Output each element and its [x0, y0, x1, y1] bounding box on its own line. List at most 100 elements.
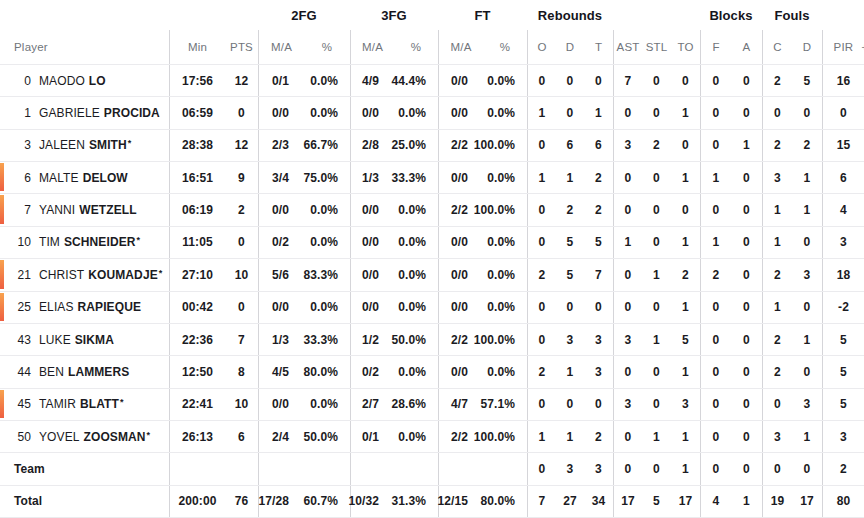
- player-name-link[interactable]: TAMIRBLATT*: [39, 397, 124, 411]
- reb-off-cell: 0: [527, 227, 556, 258]
- blocks-against-cell: 0: [731, 65, 762, 96]
- player-name-link[interactable]: MALTEDELOW: [39, 171, 128, 185]
- player-name-link[interactable]: MAODOLO: [39, 74, 106, 88]
- player-name-link[interactable]: YOVELZOOSMAN*: [39, 430, 150, 444]
- fg3-ma-cell: 0/2: [350, 356, 394, 387]
- fg2-ma-cell: 0/0: [258, 194, 304, 225]
- ft-pct-cell: 0.0%: [483, 97, 527, 128]
- fg3-ma-cell: 0/1: [350, 421, 394, 452]
- boxscore-table: 2FG 3FG FT Rebounds Blocks Fouls Player …: [0, 0, 864, 518]
- fouls-drawn-cell: 0: [792, 97, 822, 128]
- player-row: 10TIMSCHNEIDER*11:0500/20.0%0/00.0%0/00.…: [0, 227, 864, 259]
- blocks-favour-cell: 1: [700, 227, 731, 258]
- assists-cell: 1: [613, 227, 642, 258]
- pir-cell: 5: [822, 324, 864, 355]
- ft-pct-cell: 57.1%: [483, 389, 527, 420]
- fg2-pct-cell: [304, 453, 350, 484]
- fg2-ma-cell: 0/0: [258, 292, 304, 323]
- blocks-favour-cell: 0: [700, 65, 731, 96]
- min-cell: 00:42: [169, 292, 225, 323]
- starter-asterisk: *: [159, 268, 163, 278]
- reb-def-cell: 1: [556, 162, 584, 193]
- player-row: 1GABRIELEPROCIDA06:5900/00.0%0/00.0%0/00…: [0, 97, 864, 129]
- turnovers-cell: 1: [671, 356, 700, 387]
- turnovers-cell: 17: [671, 486, 700, 517]
- fg3-pct-cell: 50.0%: [394, 324, 438, 355]
- player-name-link[interactable]: ELIASRAPIEQUE: [39, 300, 141, 314]
- player-name-link[interactable]: TIMSCHNEIDER*: [39, 235, 140, 249]
- blocks-against-cell: 0: [731, 97, 762, 128]
- pir-cell: 80: [822, 486, 864, 517]
- fouls-committed-cell: 1: [762, 292, 792, 323]
- player-name-link[interactable]: YANNIWETZELL: [39, 203, 137, 217]
- fouls-committed-cell: 2: [762, 324, 792, 355]
- fg2-ma-cell: 2/3: [258, 130, 304, 161]
- player-first-name: LUKE: [39, 333, 71, 347]
- fg2-pct-cell: 66.7%: [304, 130, 350, 161]
- pts-cell: 12: [225, 130, 258, 161]
- assists-cell: 0: [613, 259, 642, 290]
- jersey-number: 10: [14, 235, 31, 249]
- fg2-ma-cell: [258, 453, 304, 484]
- player-row: 43LUKESIKMA22:3671/333.3%1/250.0%2/2100.…: [0, 324, 864, 356]
- player-cell: 43LUKESIKMA: [0, 324, 169, 355]
- pts-cell: 0: [225, 97, 258, 128]
- min-cell: 17:56: [169, 65, 225, 96]
- reb-total-cell: 0: [584, 65, 613, 96]
- jersey-number: 3: [14, 138, 31, 152]
- fouls-committed-cell: 3: [762, 162, 792, 193]
- fg2-pct-cell: 0.0%: [304, 389, 350, 420]
- fg2-pct-cell: 50.0%: [304, 421, 350, 452]
- player-name-link[interactable]: GABRIELEPROCIDA: [39, 106, 160, 120]
- blocks-favour-cell: 2: [700, 259, 731, 290]
- player-row: 6MALTEDELOW16:5193/475.0%1/333.3%0/00.0%…: [0, 162, 864, 194]
- reb-total-cell: 34: [584, 486, 613, 517]
- on-court-indicator: [0, 195, 4, 223]
- fouls-drawn-cell: 0: [792, 227, 822, 258]
- reb-total-cell: 3: [584, 453, 613, 484]
- turnovers-column-header: TO: [671, 30, 700, 64]
- player-name-link[interactable]: BENLAMMERS: [39, 365, 129, 379]
- player-last-name: DELOW: [83, 171, 128, 185]
- fouls-committed-cell: 0: [762, 453, 792, 484]
- player-name-link[interactable]: JALEENSMITH*: [39, 138, 131, 152]
- pts-cell: 10: [225, 389, 258, 420]
- starter-asterisk: *: [137, 235, 141, 245]
- assists-cell: 0: [613, 162, 642, 193]
- steals-cell: 0: [642, 227, 671, 258]
- fg3-ma-cell: [350, 453, 394, 484]
- blocks-against-cell: 0: [731, 162, 762, 193]
- player-first-name: YOVEL: [39, 430, 80, 444]
- min-cell: 06:59: [169, 97, 225, 128]
- reb-def-cell: 5: [556, 259, 584, 290]
- jersey-number: 25: [14, 300, 31, 314]
- ft-pct-column-header: %: [483, 30, 527, 64]
- reb-def-cell: 3: [556, 324, 584, 355]
- fouls-drawn-cell: 1: [792, 194, 822, 225]
- fg3-ma-cell: 0/0: [350, 227, 394, 258]
- reb-total-column-header: T: [584, 30, 613, 64]
- min-column-header: Min: [169, 30, 225, 64]
- pir-cell: 0: [822, 97, 864, 128]
- player-name-link[interactable]: LUKESIKMA: [39, 333, 114, 347]
- group-spacer: [613, 0, 700, 30]
- assists-cell: 0: [613, 97, 642, 128]
- steals-cell: 0: [642, 65, 671, 96]
- ft-pct-cell: 100.0%: [483, 421, 527, 452]
- player-last-name: LAMMERS: [68, 365, 129, 379]
- blocks-favour-cell: 0: [700, 97, 731, 128]
- player-name-link[interactable]: CHRISTKOUMADJE*: [39, 268, 162, 282]
- reb-total-cell: 6: [584, 130, 613, 161]
- player-first-name: TAMIR: [39, 397, 76, 411]
- player-row: 21CHRISTKOUMADJE*27:10105/683.3%0/00.0%0…: [0, 259, 864, 291]
- turnovers-cell: 1: [671, 227, 700, 258]
- on-court-indicator: [0, 293, 4, 321]
- blocks-against-cell: 1: [731, 130, 762, 161]
- player-row: 7YANNIWETZELL06:1920/00.0%0/00.0%2/2100.…: [0, 194, 864, 226]
- fouls-drawn-cell: 1: [792, 324, 822, 355]
- reb-off-cell: 0: [527, 453, 556, 484]
- player-first-name: JALEEN: [39, 138, 85, 152]
- ft-ma-column-header: M/A: [438, 30, 483, 64]
- turnovers-cell: 1: [671, 97, 700, 128]
- fg3-pct-cell: 31.3%: [394, 486, 438, 517]
